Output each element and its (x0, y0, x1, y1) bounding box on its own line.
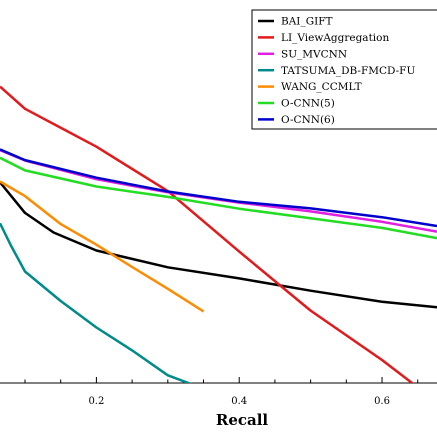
legend-label: O-CNN(6) (281, 114, 335, 126)
x-tick-label: 0.2 (88, 396, 104, 407)
legend-label: LI_ViewAggregation (281, 32, 389, 44)
legend-label: TATSUMA_DB-FMCD-FU (281, 65, 415, 77)
x-tick-label: 0.6 (374, 396, 390, 407)
series-lines (0, 85, 437, 383)
x-axis-title: Recall (216, 411, 269, 429)
series-line-wang-ccmlt (0, 180, 205, 313)
series-line-tatsuma-db-fmcd-fu (0, 222, 192, 383)
series-line-li-viewaggregation (0, 85, 415, 383)
legend-box (251, 9, 437, 130)
series-line-o-cnn-6- (0, 148, 437, 228)
legend-label: O-CNN(5) (281, 98, 335, 110)
legend-label: SU_MVCNN (281, 48, 347, 60)
x-tick-label: 0.4 (231, 396, 247, 407)
legend: BAI_GIFT LI_ViewAggregation SU_MVCNN TATSUM… (251, 9, 437, 130)
series-line-bai-gift (0, 181, 437, 309)
axes: 0.2 0.4 0.6 (0, 377, 437, 407)
series-line-su-mvcnn (0, 148, 437, 233)
legend-label: WANG_CCMLT (281, 81, 362, 93)
legend-label: BAI_GIFT (281, 16, 333, 28)
series-line-o-cnn-5- (0, 156, 437, 240)
